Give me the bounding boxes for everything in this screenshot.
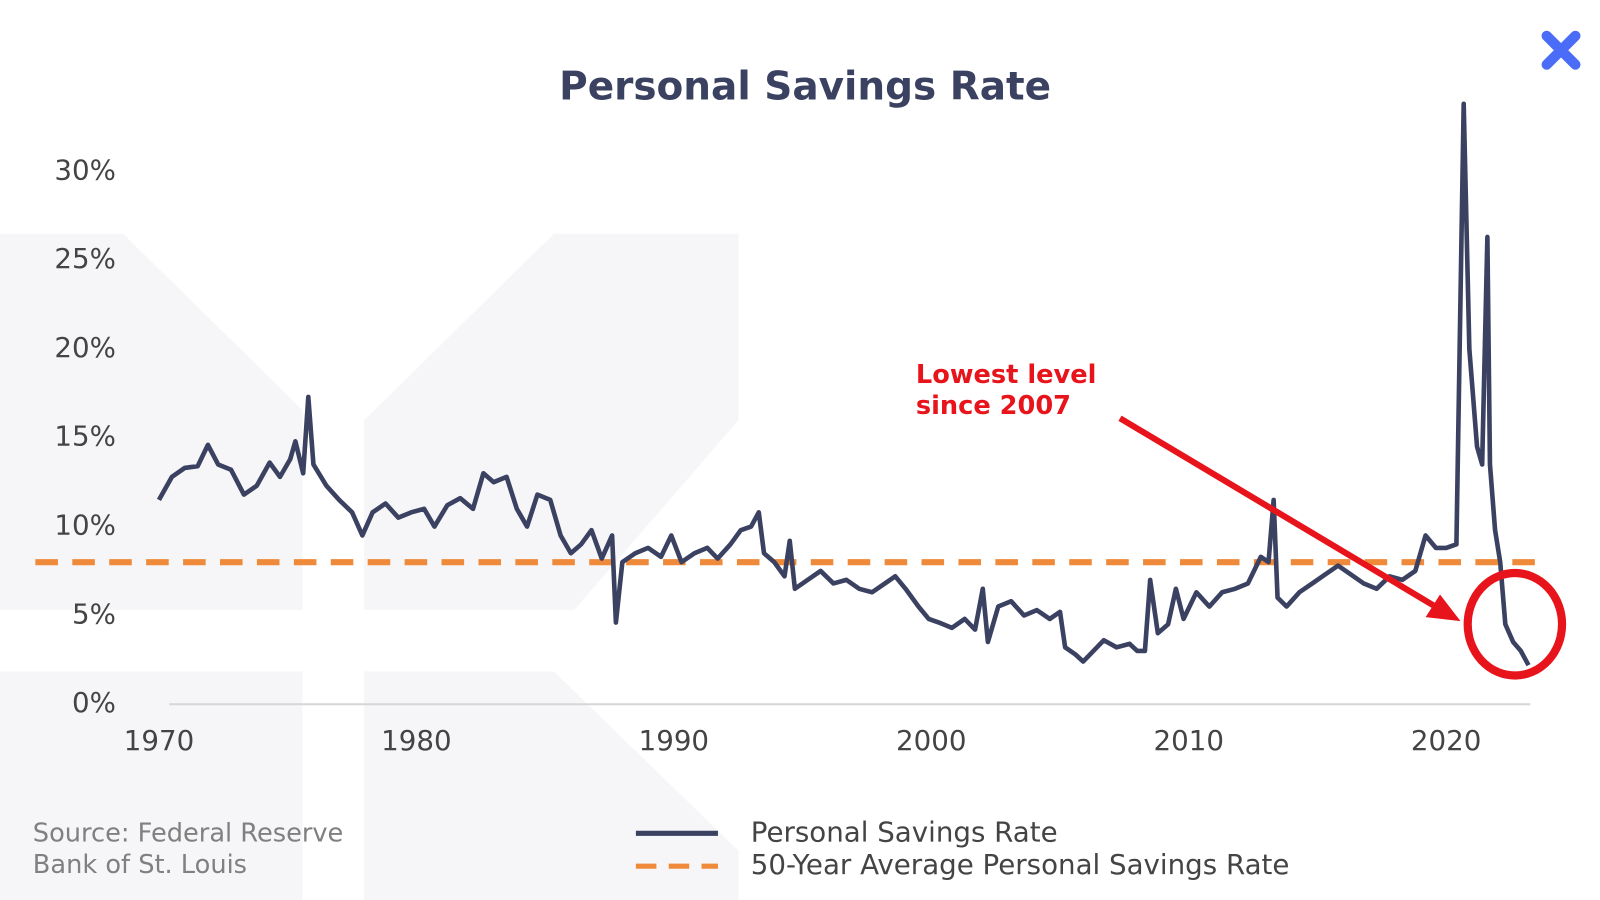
logo [1541, 30, 1581, 70]
y-tick-label: 0% [72, 686, 116, 719]
x-tick-label: 1980 [381, 724, 451, 757]
annotation-circle [1463, 568, 1567, 680]
y-tick-label: 30% [54, 153, 116, 186]
x-tick-label: 1970 [124, 724, 194, 757]
y-tick-label: 5% [72, 597, 116, 630]
chart-title: Personal Savings Rate [559, 65, 1051, 110]
y-tick-label: 15% [54, 420, 116, 453]
x-tick-label: 2020 [1411, 724, 1481, 757]
source: Bank of St. Louis [33, 850, 247, 880]
source: Source: Federal Reserve [33, 818, 344, 848]
legend-label: 50-Year Average Personal Savings Rate [751, 848, 1290, 881]
y-tick-label: 20% [54, 331, 116, 364]
legend-label: Personal Savings Rate [751, 815, 1058, 848]
annotation: Lowest level [916, 360, 1097, 390]
x-tick-label: 2000 [896, 724, 966, 757]
watermark [0, 233, 739, 900]
annotation-arrow [1118, 415, 1438, 610]
y-tick-label: 25% [54, 242, 116, 275]
annotation: since 2007 [916, 391, 1071, 421]
x-tick-label: 1990 [639, 724, 709, 757]
annotation-arrowhead [1425, 594, 1461, 622]
y-tick-label: 10% [54, 509, 116, 542]
x-tick-label: 2010 [1153, 724, 1223, 757]
series-line [156, 101, 1531, 667]
